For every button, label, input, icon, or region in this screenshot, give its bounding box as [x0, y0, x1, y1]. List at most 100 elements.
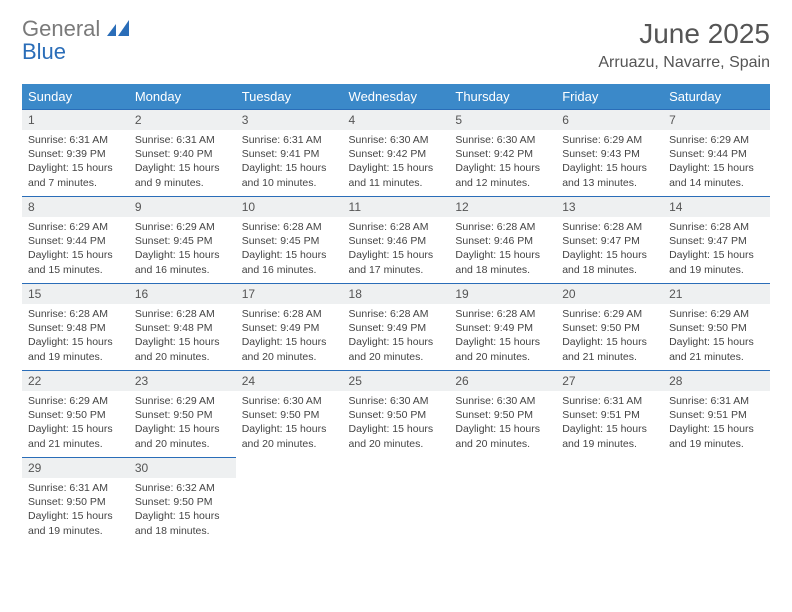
daylight-line: Daylight: 15 hours and 18 minutes. — [135, 509, 230, 537]
day-details: Sunrise: 6:29 AMSunset: 9:44 PMDaylight:… — [663, 130, 770, 194]
calendar-day-cell: 15Sunrise: 6:28 AMSunset: 9:48 PMDayligh… — [22, 284, 129, 371]
calendar-day-cell: 11Sunrise: 6:28 AMSunset: 9:46 PMDayligh… — [343, 197, 450, 284]
sunrise-line: Sunrise: 6:28 AM — [242, 220, 337, 234]
day-number: 21 — [663, 284, 770, 304]
sunrise-line: Sunrise: 6:29 AM — [28, 394, 123, 408]
sunrise-line: Sunrise: 6:28 AM — [455, 220, 550, 234]
calendar-day-cell: 22Sunrise: 6:29 AMSunset: 9:50 PMDayligh… — [22, 371, 129, 458]
weekday-header-row: SundayMondayTuesdayWednesdayThursdayFrid… — [22, 84, 770, 110]
day-number: 18 — [343, 284, 450, 304]
day-details: Sunrise: 6:28 AMSunset: 9:48 PMDaylight:… — [129, 304, 236, 368]
day-number: 11 — [343, 197, 450, 217]
sunset-line: Sunset: 9:44 PM — [28, 234, 123, 248]
sunset-line: Sunset: 9:46 PM — [455, 234, 550, 248]
calendar-day-cell: 7Sunrise: 6:29 AMSunset: 9:44 PMDaylight… — [663, 110, 770, 197]
day-number: 6 — [556, 110, 663, 130]
day-details: Sunrise: 6:28 AMSunset: 9:47 PMDaylight:… — [556, 217, 663, 281]
sunset-line: Sunset: 9:46 PM — [349, 234, 444, 248]
day-details: Sunrise: 6:32 AMSunset: 9:50 PMDaylight:… — [129, 478, 236, 542]
sunset-line: Sunset: 9:50 PM — [349, 408, 444, 422]
daylight-line: Daylight: 15 hours and 21 minutes. — [28, 422, 123, 450]
brand-word-1: General — [22, 16, 100, 41]
sunset-line: Sunset: 9:50 PM — [562, 321, 657, 335]
month-title: June 2025 — [598, 18, 770, 50]
daylight-line: Daylight: 15 hours and 20 minutes. — [349, 422, 444, 450]
calendar-day-cell: 20Sunrise: 6:29 AMSunset: 9:50 PMDayligh… — [556, 284, 663, 371]
sunset-line: Sunset: 9:45 PM — [242, 234, 337, 248]
calendar-day-cell — [449, 458, 556, 545]
day-number: 14 — [663, 197, 770, 217]
sunrise-line: Sunrise: 6:31 AM — [28, 133, 123, 147]
calendar-day-cell: 10Sunrise: 6:28 AMSunset: 9:45 PMDayligh… — [236, 197, 343, 284]
sunset-line: Sunset: 9:51 PM — [562, 408, 657, 422]
day-details: Sunrise: 6:29 AMSunset: 9:45 PMDaylight:… — [129, 217, 236, 281]
day-number: 12 — [449, 197, 556, 217]
calendar-day-cell: 26Sunrise: 6:30 AMSunset: 9:50 PMDayligh… — [449, 371, 556, 458]
calendar-day-cell: 17Sunrise: 6:28 AMSunset: 9:49 PMDayligh… — [236, 284, 343, 371]
sunset-line: Sunset: 9:50 PM — [135, 408, 230, 422]
day-details: Sunrise: 6:31 AMSunset: 9:51 PMDaylight:… — [663, 391, 770, 455]
weekday-header: Tuesday — [236, 84, 343, 110]
calendar-day-cell: 19Sunrise: 6:28 AMSunset: 9:49 PMDayligh… — [449, 284, 556, 371]
sunset-line: Sunset: 9:45 PM — [135, 234, 230, 248]
daylight-line: Daylight: 15 hours and 21 minutes. — [669, 335, 764, 363]
calendar-day-cell: 21Sunrise: 6:29 AMSunset: 9:50 PMDayligh… — [663, 284, 770, 371]
daylight-line: Daylight: 15 hours and 16 minutes. — [242, 248, 337, 276]
daylight-line: Daylight: 15 hours and 11 minutes. — [349, 161, 444, 189]
sunrise-line: Sunrise: 6:29 AM — [669, 307, 764, 321]
calendar-day-cell: 13Sunrise: 6:28 AMSunset: 9:47 PMDayligh… — [556, 197, 663, 284]
calendar-week-row: 29Sunrise: 6:31 AMSunset: 9:50 PMDayligh… — [22, 458, 770, 545]
calendar-day-cell: 24Sunrise: 6:30 AMSunset: 9:50 PMDayligh… — [236, 371, 343, 458]
day-number: 17 — [236, 284, 343, 304]
daylight-line: Daylight: 15 hours and 12 minutes. — [455, 161, 550, 189]
day-details: Sunrise: 6:28 AMSunset: 9:48 PMDaylight:… — [22, 304, 129, 368]
brand-word-2: Blue — [22, 39, 66, 64]
day-details: Sunrise: 6:31 AMSunset: 9:40 PMDaylight:… — [129, 130, 236, 194]
daylight-line: Daylight: 15 hours and 18 minutes. — [455, 248, 550, 276]
day-details: Sunrise: 6:30 AMSunset: 9:50 PMDaylight:… — [449, 391, 556, 455]
day-number: 27 — [556, 371, 663, 391]
calendar-day-cell: 25Sunrise: 6:30 AMSunset: 9:50 PMDayligh… — [343, 371, 450, 458]
daylight-line: Daylight: 15 hours and 18 minutes. — [562, 248, 657, 276]
day-details: Sunrise: 6:31 AMSunset: 9:50 PMDaylight:… — [22, 478, 129, 542]
day-number: 16 — [129, 284, 236, 304]
daylight-line: Daylight: 15 hours and 19 minutes. — [669, 248, 764, 276]
day-details: Sunrise: 6:29 AMSunset: 9:50 PMDaylight:… — [22, 391, 129, 455]
daylight-line: Daylight: 15 hours and 20 minutes. — [242, 335, 337, 363]
weekday-header: Sunday — [22, 84, 129, 110]
day-details: Sunrise: 6:29 AMSunset: 9:44 PMDaylight:… — [22, 217, 129, 281]
sunrise-line: Sunrise: 6:32 AM — [135, 481, 230, 495]
day-number: 3 — [236, 110, 343, 130]
day-details: Sunrise: 6:28 AMSunset: 9:49 PMDaylight:… — [449, 304, 556, 368]
day-number: 15 — [22, 284, 129, 304]
day-number: 28 — [663, 371, 770, 391]
daylight-line: Daylight: 15 hours and 13 minutes. — [562, 161, 657, 189]
day-number: 7 — [663, 110, 770, 130]
calendar-week-row: 15Sunrise: 6:28 AMSunset: 9:48 PMDayligh… — [22, 284, 770, 371]
day-details: Sunrise: 6:30 AMSunset: 9:42 PMDaylight:… — [343, 130, 450, 194]
day-details: Sunrise: 6:28 AMSunset: 9:45 PMDaylight:… — [236, 217, 343, 281]
sunset-line: Sunset: 9:50 PM — [242, 408, 337, 422]
calendar-day-cell: 8Sunrise: 6:29 AMSunset: 9:44 PMDaylight… — [22, 197, 129, 284]
calendar-day-cell — [663, 458, 770, 545]
day-number: 29 — [22, 458, 129, 478]
day-number: 5 — [449, 110, 556, 130]
sunset-line: Sunset: 9:51 PM — [669, 408, 764, 422]
day-number: 2 — [129, 110, 236, 130]
brand-logo: General Blue — [22, 18, 129, 64]
sunset-line: Sunset: 9:49 PM — [349, 321, 444, 335]
daylight-line: Daylight: 15 hours and 20 minutes. — [455, 422, 550, 450]
daylight-line: Daylight: 15 hours and 20 minutes. — [349, 335, 444, 363]
sunrise-line: Sunrise: 6:30 AM — [455, 394, 550, 408]
sunset-line: Sunset: 9:42 PM — [455, 147, 550, 161]
daylight-line: Daylight: 15 hours and 21 minutes. — [562, 335, 657, 363]
calendar-day-cell: 6Sunrise: 6:29 AMSunset: 9:43 PMDaylight… — [556, 110, 663, 197]
daylight-line: Daylight: 15 hours and 20 minutes. — [135, 335, 230, 363]
sunset-line: Sunset: 9:50 PM — [28, 495, 123, 509]
sunset-line: Sunset: 9:50 PM — [135, 495, 230, 509]
daylight-line: Daylight: 15 hours and 20 minutes. — [135, 422, 230, 450]
daylight-line: Daylight: 15 hours and 19 minutes. — [28, 509, 123, 537]
sunrise-line: Sunrise: 6:31 AM — [135, 133, 230, 147]
day-number: 9 — [129, 197, 236, 217]
day-number: 10 — [236, 197, 343, 217]
